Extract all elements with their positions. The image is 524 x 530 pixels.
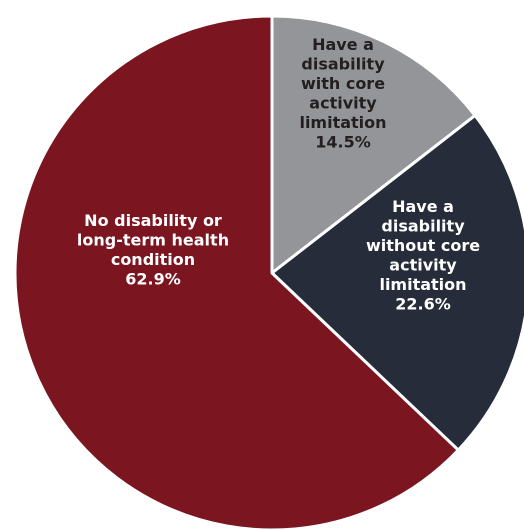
slice-label-1: Have a disability with core activity limitat… (299, 35, 386, 152)
slice-label-line: 62.9% (125, 270, 181, 289)
slice-label-line: 14.5% (315, 133, 371, 152)
slice-label-line: activity (389, 256, 457, 275)
slice-label-line: disability (381, 217, 465, 236)
slice-label-3: No disability or long-term health conditio… (77, 211, 229, 289)
slice-label-line: long-term health (77, 231, 229, 250)
slice-label-line: limitation (299, 113, 386, 132)
pie-slice-2 (270, 113, 524, 452)
slice-label-line: activity (309, 94, 377, 113)
slice-label-line: limitation (379, 275, 466, 294)
pie-slice-1 (270, 14, 477, 275)
slice-label-line: 22.6% (395, 295, 451, 314)
pie-labels: Have a disability with core activity limitat… (77, 35, 480, 314)
slice-label-line: disability (301, 55, 385, 74)
pie-slice-3 (13, 14, 460, 530)
slice-label-line: Have a (312, 35, 374, 54)
slice-label-line: condition (111, 250, 195, 269)
pie-slices (13, 14, 524, 530)
slice-label-line: No disability or (84, 211, 222, 230)
slice-label-line: without core (366, 236, 480, 255)
slice-label-line: Have a (392, 197, 454, 216)
slice-label-2: Have a disability without core activity limi… (366, 197, 480, 314)
slice-label-line: with core (301, 74, 385, 93)
